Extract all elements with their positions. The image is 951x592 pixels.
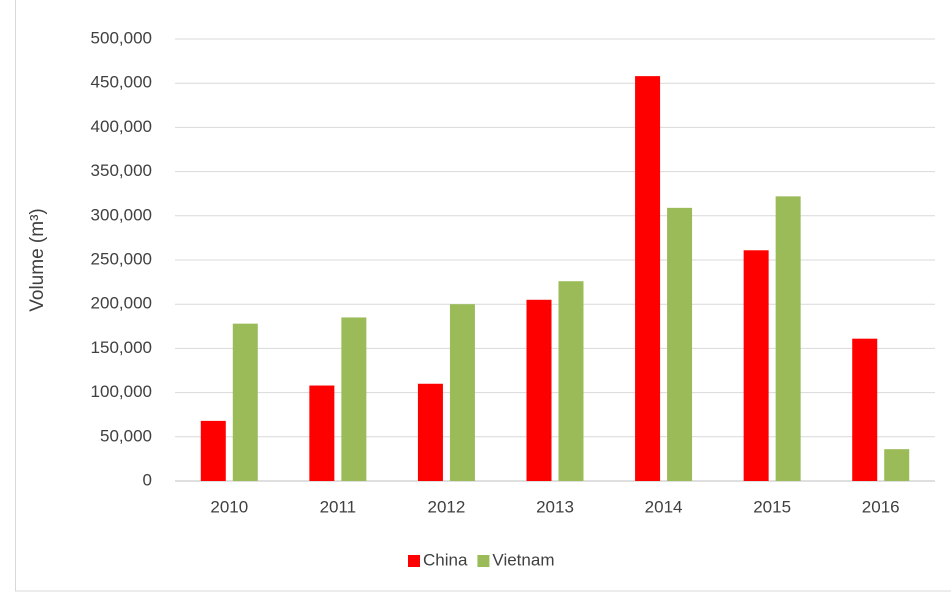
y-tick-label: 250,000 xyxy=(91,249,152,268)
y-tick-label: 500,000 xyxy=(91,28,152,47)
y-tick-label: 400,000 xyxy=(91,117,152,136)
y-tick-label: 150,000 xyxy=(91,338,152,357)
bar xyxy=(341,317,367,481)
x-tick-label: 2012 xyxy=(428,497,466,516)
chart-frame xyxy=(15,0,951,592)
x-tick-label: 2013 xyxy=(536,497,574,516)
bar xyxy=(417,383,443,481)
y-tick-label: 50,000 xyxy=(100,426,152,445)
y-tick-label: 0 xyxy=(143,470,152,489)
y-tick-label: 200,000 xyxy=(91,294,152,313)
bar xyxy=(449,304,475,481)
x-tick-label: 2015 xyxy=(753,497,791,516)
y-tick-label: 350,000 xyxy=(91,161,152,180)
x-tick-label: 2010 xyxy=(210,497,248,516)
y-tick-label: 100,000 xyxy=(91,382,152,401)
bar xyxy=(232,323,258,481)
bar xyxy=(309,385,335,481)
bar xyxy=(743,250,769,481)
bar xyxy=(200,420,226,481)
y-tick-label: 450,000 xyxy=(91,73,152,92)
bar xyxy=(558,281,584,481)
bar xyxy=(775,196,801,482)
bar xyxy=(852,338,878,481)
bar xyxy=(667,207,693,481)
legend-swatch xyxy=(408,555,420,567)
bar xyxy=(884,449,910,481)
x-tick-label: 2011 xyxy=(320,497,357,516)
bar xyxy=(635,76,661,482)
y-tick-label: 300,000 xyxy=(91,205,152,224)
legend-label: Vietnam xyxy=(492,550,554,569)
x-tick-label: 2014 xyxy=(645,497,683,516)
bar xyxy=(526,299,552,481)
legend-swatch xyxy=(477,555,490,567)
y-axis-label: Volume (m³) xyxy=(27,208,48,311)
x-tick-label: 2016 xyxy=(862,497,900,516)
legend-label: China xyxy=(423,550,468,569)
